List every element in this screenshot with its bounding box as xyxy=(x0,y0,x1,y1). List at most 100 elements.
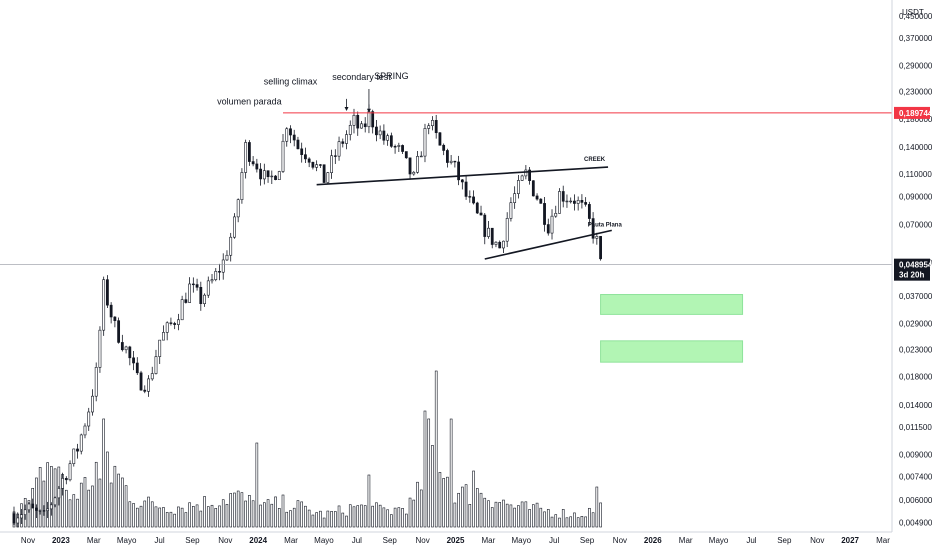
candle-body xyxy=(277,171,281,180)
candle-body xyxy=(520,175,524,181)
candle-body xyxy=(337,141,341,157)
volume-bar xyxy=(87,489,91,528)
volume-bar xyxy=(311,514,315,528)
volume-bar xyxy=(446,476,449,528)
volume-bar xyxy=(35,477,38,528)
volume-bar xyxy=(113,465,117,528)
candle-body xyxy=(389,135,393,147)
volume-bar xyxy=(595,486,599,528)
volume-bar xyxy=(348,504,352,528)
volume-bar xyxy=(285,511,289,528)
candle-body xyxy=(87,411,91,427)
candle-body xyxy=(281,140,285,172)
candle-body xyxy=(584,202,588,205)
price-tick-label: 0,230000 xyxy=(899,87,932,96)
volume-bar xyxy=(498,502,502,528)
volume-bar xyxy=(550,516,554,528)
volume-bar xyxy=(345,515,348,528)
time-tick-label: 2026 xyxy=(644,536,662,545)
candle-body xyxy=(356,114,360,129)
price-tick-label: 0,007400 xyxy=(899,472,932,481)
volume-bar xyxy=(296,500,300,528)
candle-body xyxy=(475,202,479,214)
volume-bar xyxy=(263,502,266,528)
candle-body xyxy=(120,342,124,351)
volume-bar xyxy=(487,500,490,528)
candle-body xyxy=(27,503,31,511)
volume-bar xyxy=(147,496,150,528)
volume-bar xyxy=(453,502,457,528)
candle-body xyxy=(445,150,449,163)
volume-bar xyxy=(412,499,416,528)
candle-body xyxy=(113,316,117,321)
volume-bar xyxy=(135,507,139,528)
volume-bar xyxy=(206,506,210,528)
time-tick-label: 2025 xyxy=(447,536,465,545)
time-axis[interactable]: Nov 2023 Mar Mayo Jul Sep Nov 2024 Mar Mayo Jul Sep… xyxy=(21,536,890,545)
candle-body xyxy=(375,126,378,136)
price-tick-label: 0,029000 xyxy=(899,319,932,328)
volume-bar xyxy=(128,501,132,528)
candle-body xyxy=(106,279,109,306)
volume-bar xyxy=(173,513,176,528)
candle-body xyxy=(132,357,135,364)
volume-bar xyxy=(184,512,188,528)
price-tick-label: 0,004900 xyxy=(899,518,932,527)
candle-body xyxy=(561,191,565,202)
candle-body xyxy=(490,227,494,245)
candle-body xyxy=(233,216,236,238)
trendline-label: CREEK xyxy=(584,157,606,163)
volume-bar xyxy=(457,492,460,528)
candle-body xyxy=(360,123,363,129)
volume-bar xyxy=(543,511,546,528)
candle-body xyxy=(558,191,561,214)
candle-body xyxy=(378,130,382,136)
trendline[interactable] xyxy=(484,229,612,260)
candle-body xyxy=(569,200,573,203)
candle-body xyxy=(68,463,72,481)
candle-body xyxy=(502,240,505,249)
time-tick-label: Mar xyxy=(87,536,101,545)
candle-body xyxy=(23,509,27,515)
volume-bar xyxy=(472,470,475,528)
time-tick-label: Mayo xyxy=(511,536,531,545)
trendline[interactable] xyxy=(316,166,609,186)
volume-bar xyxy=(584,516,587,528)
candle-body xyxy=(573,200,576,204)
candle-body xyxy=(382,130,386,141)
volume-bar xyxy=(573,512,576,528)
volume-bar xyxy=(569,516,572,528)
price-tick-label: 0,006000 xyxy=(899,496,932,505)
volume-bar xyxy=(475,488,479,528)
candle-body xyxy=(72,448,76,464)
time-tick-label: Mayo xyxy=(314,536,334,545)
drawing-lines: CREEK Pauta Plana xyxy=(0,112,892,265)
volume-bar xyxy=(109,482,113,528)
volume-bar xyxy=(106,451,109,528)
candle-body xyxy=(580,200,584,203)
candle-body xyxy=(109,304,113,318)
candle-body xyxy=(203,294,206,304)
arrow-head xyxy=(344,107,349,112)
time-tick-label: Mar xyxy=(876,536,890,545)
volume-bar xyxy=(588,507,591,528)
candle-body xyxy=(139,372,143,391)
candle-body xyxy=(524,169,528,177)
volume-bar xyxy=(150,501,154,528)
volume-bar xyxy=(483,497,487,528)
price-tick-label: 0,180000 xyxy=(899,115,932,124)
candle-body xyxy=(147,378,150,392)
candle-body xyxy=(221,259,225,273)
candle-body xyxy=(61,478,64,489)
candle-body xyxy=(479,212,483,216)
volume-bar xyxy=(513,507,516,528)
volume-bar xyxy=(277,508,281,528)
candle-body xyxy=(16,517,20,524)
annotation-layer: volumen parada selling climax secondary te… xyxy=(217,71,409,113)
candle-body xyxy=(543,203,546,225)
candlestick-series xyxy=(12,104,602,528)
volume-bar xyxy=(50,466,53,528)
candle-body xyxy=(247,142,251,162)
volume-bar xyxy=(255,442,259,528)
